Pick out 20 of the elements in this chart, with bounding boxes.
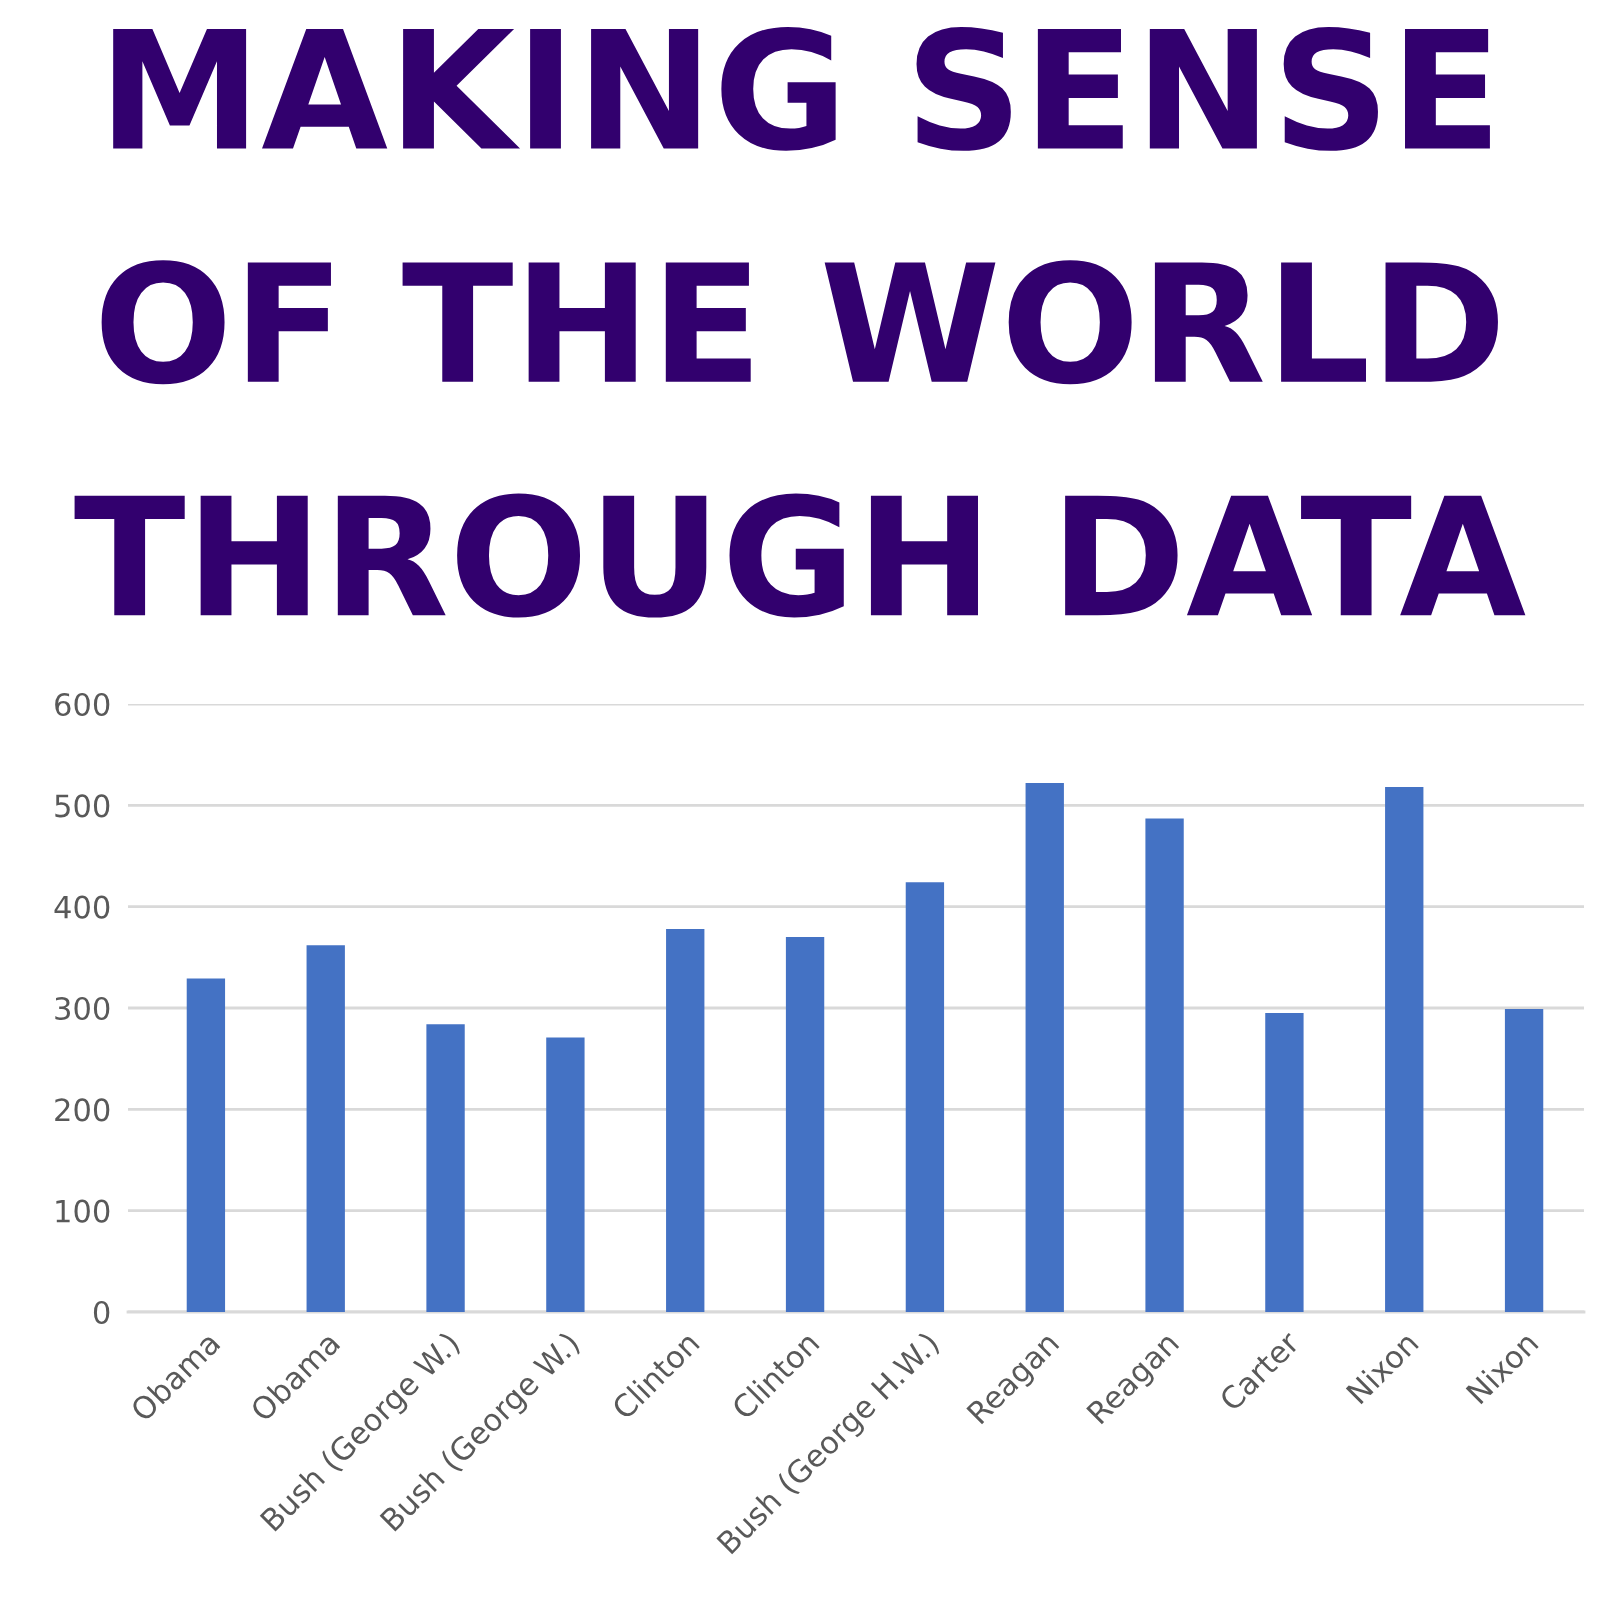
- y-tick-label: 600: [55, 692, 110, 717]
- bar: [785, 937, 825, 1312]
- bar: [306, 945, 345, 1312]
- bar: [1025, 783, 1064, 1312]
- bar: [1385, 787, 1424, 1312]
- chart-title: MAKING SENSE OF THE WORLD THROUGH DATA: [74, 26, 1526, 618]
- bar: [1265, 1013, 1304, 1312]
- bar: [905, 882, 945, 1312]
- y-tick-label: 300: [55, 996, 110, 1021]
- bar: [1145, 818, 1184, 1312]
- y-tick-label: 400: [54, 895, 110, 919]
- bar: [666, 928, 705, 1312]
- y-tick-label: 500: [55, 794, 110, 818]
- bar: [546, 1037, 585, 1312]
- y-tick-label: 200: [55, 1098, 110, 1122]
- bar: [1504, 1009, 1544, 1312]
- y-tick-label: 100: [56, 1199, 110, 1223]
- y-tick-label: 0: [93, 1300, 110, 1325]
- bar: [186, 978, 226, 1312]
- bar: [426, 1024, 465, 1312]
